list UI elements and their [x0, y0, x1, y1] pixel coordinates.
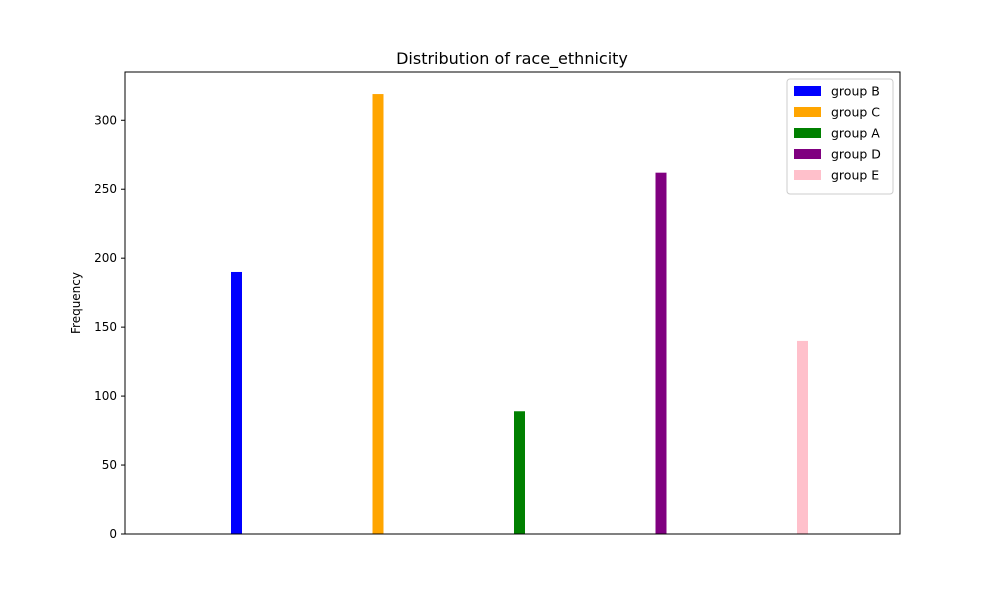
plot-frame — [124, 71, 901, 535]
legend-swatch — [794, 107, 821, 117]
bar-group-c — [372, 94, 384, 534]
y-axis: 0 50 100 150 200 250 300 — [94, 113, 125, 541]
legend-label: group C — [831, 105, 880, 120]
legend-label: group D — [831, 147, 881, 162]
bar-group-d — [655, 172, 667, 534]
bar-group-a — [514, 411, 525, 534]
legend-label: group B — [831, 84, 880, 99]
legend-label: group A — [831, 126, 880, 141]
y-tick-label: 0 — [109, 527, 117, 541]
chart-title: Distribution of race_ethnicity — [396, 49, 628, 69]
legend-label: group E — [831, 168, 879, 183]
bar-group-b — [231, 271, 242, 534]
y-tick-label: 300 — [94, 113, 117, 127]
legend-swatch — [794, 86, 821, 96]
legend: group B group C group A group D group E — [786, 78, 894, 195]
y-tick-label: 200 — [94, 251, 117, 265]
y-tick-label: 50 — [102, 458, 117, 472]
bars — [231, 94, 808, 534]
y-axis-title: Frequency — [69, 272, 83, 334]
legend-swatch — [794, 170, 821, 180]
y-tick-label: 250 — [94, 182, 117, 196]
y-tick-label: 100 — [94, 389, 117, 403]
y-tick-label: 150 — [94, 320, 117, 334]
legend-swatch — [794, 149, 821, 159]
legend-swatch — [794, 128, 821, 138]
bar-group-e — [797, 340, 808, 534]
